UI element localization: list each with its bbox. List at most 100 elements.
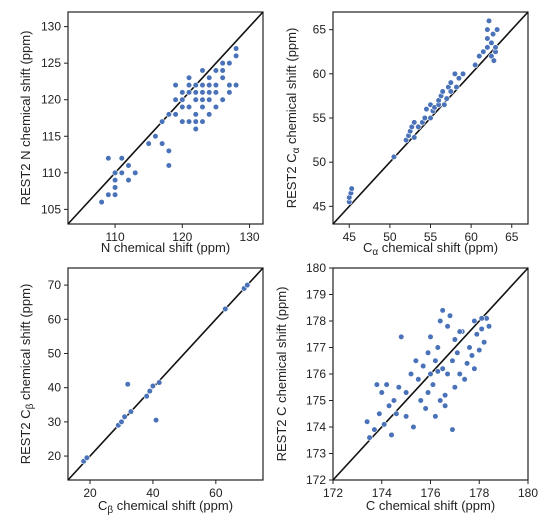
data-point bbox=[439, 88, 446, 95]
data-point bbox=[348, 185, 355, 192]
data-point bbox=[111, 177, 119, 184]
y-tick-label: 177 bbox=[306, 341, 326, 355]
data-point bbox=[476, 347, 483, 354]
y-tick-label: 70 bbox=[48, 278, 62, 292]
data-point bbox=[456, 328, 463, 335]
data-point bbox=[390, 153, 398, 160]
y-tick-label: 180 bbox=[306, 261, 326, 275]
y-axis-label: REST2 Cβ chemical shift (ppm) bbox=[18, 284, 36, 465]
data-point bbox=[449, 426, 456, 433]
x-tick-label: 110 bbox=[105, 230, 124, 244]
x-tick-label: 50 bbox=[383, 230, 397, 244]
y-tick-label: 20 bbox=[48, 449, 62, 463]
data-point bbox=[185, 89, 193, 96]
data-point bbox=[212, 82, 220, 89]
data-point bbox=[192, 125, 199, 133]
data-point bbox=[441, 101, 448, 108]
data-point bbox=[383, 381, 390, 388]
x-tick-label: 172 bbox=[323, 486, 343, 500]
x-axis-label: C chemical shift (ppm) bbox=[366, 498, 495, 513]
data-point bbox=[456, 370, 463, 378]
data-point bbox=[451, 70, 458, 77]
data-point bbox=[192, 111, 199, 118]
data-point bbox=[118, 418, 125, 425]
data-point bbox=[219, 74, 226, 81]
y-tick-label: 60 bbox=[48, 312, 62, 326]
data-point bbox=[485, 17, 493, 24]
data-point bbox=[152, 133, 159, 140]
data-point bbox=[427, 114, 434, 122]
data-point bbox=[143, 393, 150, 400]
data-point bbox=[233, 45, 240, 52]
data-point bbox=[410, 423, 417, 431]
data-point bbox=[468, 352, 476, 359]
data-point bbox=[226, 60, 233, 67]
data-point bbox=[447, 79, 454, 86]
data-point bbox=[111, 184, 119, 191]
y-tick-label: 65 bbox=[313, 23, 327, 37]
data-point bbox=[206, 74, 213, 81]
data-point bbox=[451, 384, 458, 391]
data-point bbox=[466, 344, 473, 351]
data-point bbox=[403, 413, 410, 420]
data-point bbox=[471, 365, 478, 372]
ticks: 45 50 55 60 65 45 50 55 60 65 bbox=[313, 23, 519, 244]
points bbox=[346, 17, 501, 206]
panel-cb: 20 40 60 20 30 40 50 60 70 Cβ chemical shift (pp… bbox=[18, 267, 264, 516]
data-point bbox=[159, 140, 166, 147]
data-point bbox=[422, 405, 429, 412]
y-tick-label: 50 bbox=[48, 346, 62, 360]
data-point bbox=[132, 169, 139, 176]
data-point bbox=[206, 96, 213, 103]
y-tick-label: 175 bbox=[306, 394, 326, 408]
identity-line bbox=[67, 11, 264, 225]
data-point bbox=[185, 74, 193, 81]
plot-frame bbox=[67, 267, 264, 481]
data-point bbox=[398, 333, 405, 341]
x-tick-label: 40 bbox=[146, 486, 160, 500]
x-tick-label: 60 bbox=[464, 230, 478, 244]
identity-line bbox=[67, 267, 264, 481]
y-axis-label: REST2 N chemical shift (ppm) bbox=[18, 31, 33, 206]
data-point bbox=[192, 89, 199, 96]
data-point bbox=[118, 169, 125, 176]
x-tick-label: 20 bbox=[83, 486, 97, 500]
data-point bbox=[489, 30, 497, 38]
data-point bbox=[165, 162, 172, 169]
data-point bbox=[463, 360, 471, 367]
data-point bbox=[434, 344, 441, 351]
panel-n: 110 120 130 105 110 115 120 125 130 N chemical s… bbox=[18, 11, 264, 255]
data-point bbox=[481, 339, 488, 346]
data-point bbox=[385, 402, 393, 409]
y-tick-label: 130 bbox=[41, 20, 61, 34]
y-tick-label: 50 bbox=[313, 155, 327, 169]
data-point bbox=[439, 365, 446, 372]
data-point bbox=[165, 111, 172, 118]
data-point bbox=[127, 408, 135, 415]
data-point bbox=[233, 52, 240, 59]
data-point bbox=[179, 103, 186, 111]
data-point bbox=[388, 431, 395, 439]
data-point bbox=[118, 155, 125, 162]
y-tick-label: 60 bbox=[313, 67, 327, 81]
data-point bbox=[206, 89, 213, 96]
data-point bbox=[395, 384, 402, 391]
data-point bbox=[451, 336, 458, 343]
data-point bbox=[172, 111, 179, 118]
data-point bbox=[172, 82, 179, 89]
y-tick-label: 179 bbox=[306, 288, 326, 302]
data-point bbox=[442, 392, 449, 399]
data-point bbox=[472, 61, 479, 69]
data-point bbox=[105, 191, 112, 198]
x-tick-label: 174 bbox=[372, 486, 392, 500]
points bbox=[364, 307, 493, 441]
data-point bbox=[226, 82, 233, 89]
x-tick-label: 55 bbox=[424, 230, 438, 244]
x-tick-label: 180 bbox=[518, 486, 538, 500]
data-point bbox=[415, 376, 422, 383]
data-point bbox=[393, 410, 400, 417]
x-axis-label: N chemical shift (ppm) bbox=[101, 240, 230, 255]
data-point bbox=[415, 123, 422, 130]
data-point bbox=[454, 349, 461, 356]
